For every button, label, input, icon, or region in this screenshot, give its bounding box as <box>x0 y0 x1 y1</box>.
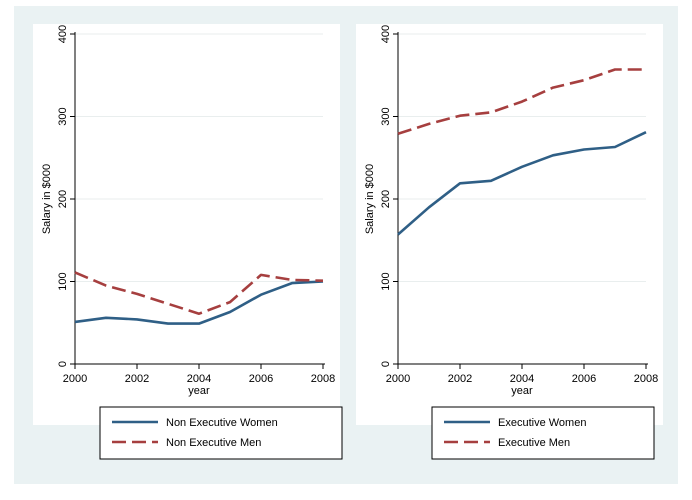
y-tick-label: 400 <box>380 25 392 43</box>
x-axis-title: year <box>511 385 533 397</box>
y-axis-title: Salary in $000 <box>41 164 53 234</box>
x-axis-title: year <box>188 385 210 397</box>
legend-box <box>431 406 655 460</box>
y-tick-label: 400 <box>57 25 69 43</box>
series-line-2 <box>74 271 324 316</box>
legend-box <box>99 406 343 460</box>
y-tick-label: 300 <box>57 107 69 125</box>
x-tick-label: 2002 <box>125 373 149 385</box>
y-tick-label: 200 <box>380 190 392 208</box>
y-tick-label: 0 <box>57 361 69 367</box>
y-tick-label: 300 <box>380 107 392 125</box>
x-tick-label: 2008 <box>634 373 658 385</box>
x-tick-label: 2004 <box>187 373 211 385</box>
panel2: 0 100 200 300 400 2000 2002 2004 2006 2008 year Sal… <box>356 24 663 460</box>
figure-background: 0 100 200 300 400 2000 2002 2004 2006 2008 year Sal… <box>14 6 678 484</box>
x-tick-label: 2000 <box>63 373 87 385</box>
y-tick-label: 100 <box>57 272 69 290</box>
series-line-1 <box>74 280 324 325</box>
panel1: 0 100 200 300 400 2000 2002 2004 2006 2008 year Sal… <box>33 24 343 460</box>
series-line-1 <box>397 131 647 236</box>
series-line-2 <box>397 68 646 136</box>
legend-label-2: Executive Men <box>498 437 570 449</box>
y-tick-label: 100 <box>380 272 392 290</box>
x-tick-label: 2006 <box>572 373 596 385</box>
panel1-background <box>33 24 340 425</box>
panel2-background <box>356 24 663 425</box>
y-axis-title: Salary in $000 <box>364 164 376 234</box>
y-tick-label: 200 <box>57 190 69 208</box>
x-tick-label: 2008 <box>311 373 335 385</box>
legend-label-1: Executive Women <box>498 417 586 429</box>
legend-label-2: Non Executive Men <box>166 437 261 449</box>
x-tick-label: 2002 <box>448 373 472 385</box>
x-tick-label: 2000 <box>386 373 410 385</box>
x-tick-label: 2004 <box>510 373 534 385</box>
x-tick-label: 2006 <box>249 373 273 385</box>
legend-label-1: Non Executive Women <box>166 417 278 429</box>
y-tick-label: 0 <box>380 361 392 367</box>
